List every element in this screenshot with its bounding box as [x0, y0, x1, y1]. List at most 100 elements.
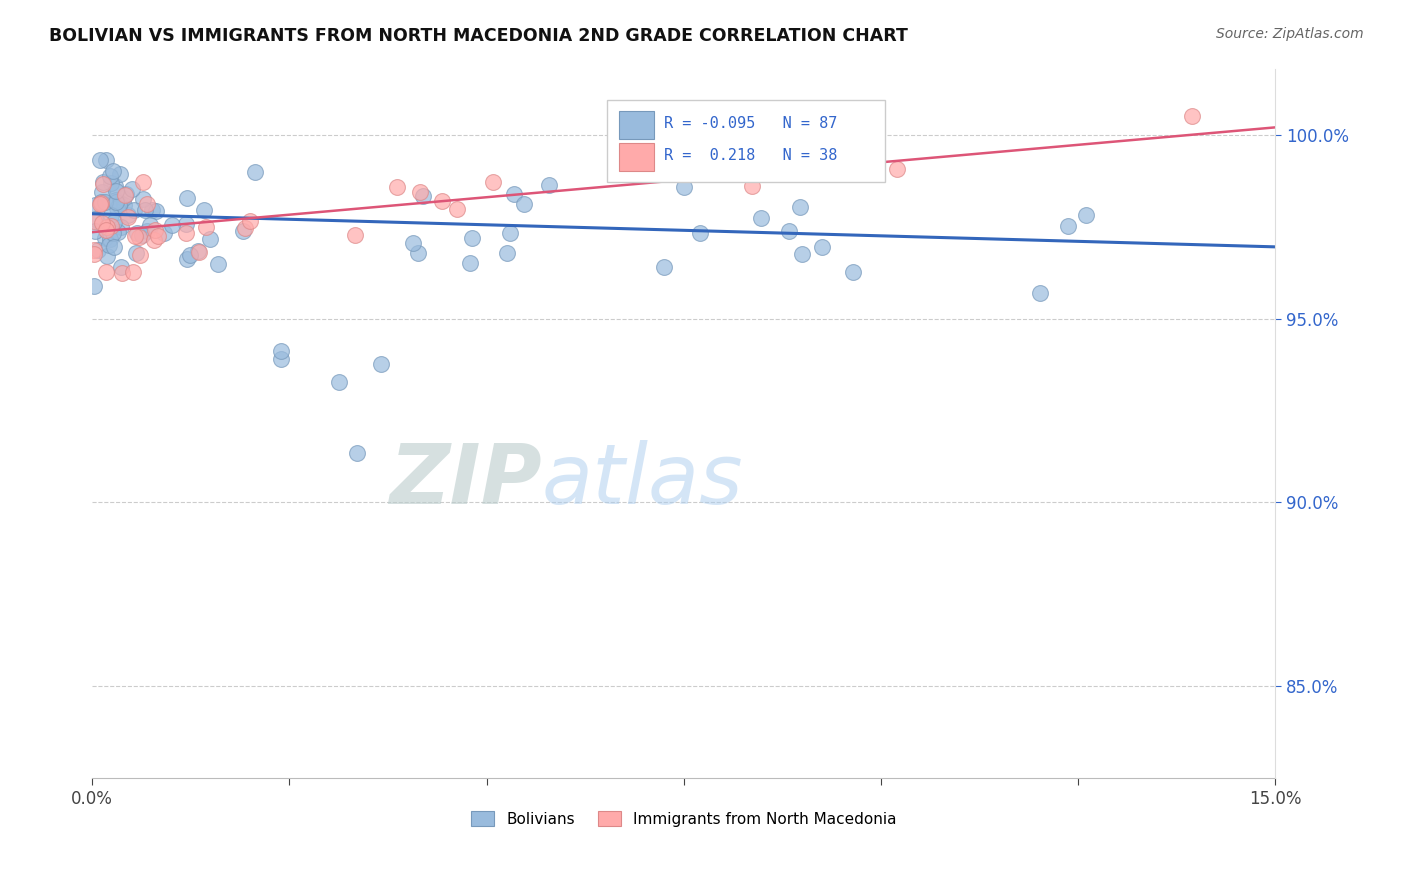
Point: [91, 175, 114, 189]
Point: [90, 195, 112, 210]
Point: [104, 193, 127, 207]
Point: [100, 169, 122, 184]
Point: [174, 217, 197, 231]
Point: [89, 153, 111, 167]
Point: [344, 227, 367, 242]
Point: [87, 244, 110, 258]
Point: [134, 202, 156, 217]
Point: [145, 204, 167, 219]
Point: [94, 194, 117, 209]
Point: [107, 198, 129, 212]
Text: atlas: atlas: [541, 440, 744, 521]
Point: [148, 229, 170, 244]
Point: [1028, 285, 1050, 300]
Point: [125, 226, 148, 240]
Point: [132, 192, 155, 206]
Point: [103, 240, 125, 254]
Point: [239, 213, 262, 227]
Point: [135, 224, 157, 238]
Point: [187, 244, 209, 259]
Text: ZIP: ZIP: [389, 440, 541, 521]
Point: [842, 265, 865, 279]
Point: [741, 179, 763, 194]
Text: R = -0.095   N = 87: R = -0.095 N = 87: [664, 116, 837, 131]
Point: [132, 175, 155, 189]
Legend: Bolivians, Immigrants from North Macedonia: Bolivians, Immigrants from North Macedon…: [464, 804, 904, 834]
Point: [207, 256, 229, 270]
Bar: [619, 112, 654, 139]
Point: [232, 224, 254, 238]
Bar: [619, 143, 654, 171]
Point: [1057, 219, 1080, 233]
Point: [128, 248, 150, 262]
Point: [1181, 109, 1204, 123]
Point: [430, 194, 453, 209]
Point: [90, 186, 112, 200]
Text: R =  0.218   N = 38: R = 0.218 N = 38: [664, 148, 837, 163]
Point: [886, 161, 908, 176]
Point: [187, 245, 209, 260]
Point: [125, 245, 148, 260]
Point: [103, 226, 125, 240]
Point: [243, 165, 266, 179]
Point: [105, 201, 128, 215]
Point: [111, 267, 134, 281]
Point: [93, 230, 115, 244]
Point: [409, 185, 432, 199]
Point: [346, 446, 368, 460]
Point: [385, 180, 408, 194]
Point: [176, 191, 198, 205]
Point: [652, 260, 675, 275]
Point: [90, 216, 112, 230]
Point: [502, 187, 524, 202]
Point: [193, 202, 215, 217]
Point: [482, 175, 505, 189]
Point: [105, 184, 128, 198]
Point: [673, 179, 696, 194]
Point: [124, 229, 146, 244]
Point: [100, 219, 122, 233]
Point: [108, 167, 131, 181]
Point: [93, 178, 115, 192]
Point: [90, 194, 112, 209]
Point: [100, 177, 122, 191]
Point: [495, 246, 517, 260]
Point: [83, 214, 105, 228]
Point: [810, 240, 832, 254]
Point: [461, 231, 484, 245]
Point: [499, 226, 522, 240]
Point: [131, 228, 153, 243]
Point: [104, 194, 127, 209]
Point: [89, 197, 111, 211]
Point: [370, 358, 392, 372]
Point: [142, 233, 165, 247]
Point: [328, 376, 350, 390]
Point: [153, 226, 176, 240]
Point: [84, 212, 107, 227]
Point: [402, 235, 425, 250]
Point: [200, 232, 222, 246]
Point: [513, 196, 536, 211]
Point: [117, 211, 139, 225]
Point: [83, 243, 105, 257]
Point: [689, 226, 711, 240]
Point: [778, 224, 800, 238]
Point: [114, 188, 136, 202]
Point: [1076, 208, 1098, 222]
FancyBboxPatch shape: [607, 101, 884, 182]
Point: [121, 265, 143, 279]
Point: [124, 203, 146, 218]
Point: [103, 215, 125, 229]
Point: [412, 188, 434, 202]
Text: Source: ZipAtlas.com: Source: ZipAtlas.com: [1216, 27, 1364, 41]
Point: [141, 202, 163, 217]
Point: [458, 256, 481, 270]
Point: [711, 133, 734, 147]
Point: [176, 252, 198, 266]
Point: [107, 225, 129, 239]
Point: [160, 218, 183, 232]
Point: [406, 246, 429, 260]
Point: [111, 191, 134, 205]
Point: [139, 218, 162, 232]
Point: [83, 246, 105, 260]
